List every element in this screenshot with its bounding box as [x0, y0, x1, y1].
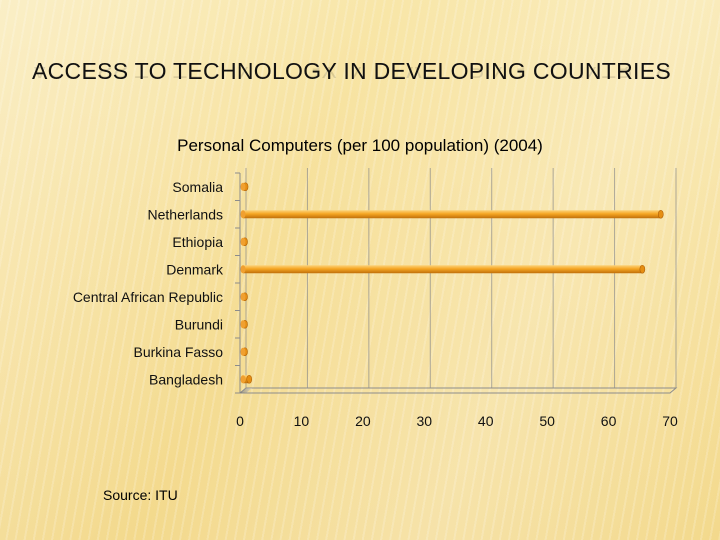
category-label: Burundi [175, 316, 223, 332]
bar-base-cap [240, 237, 246, 246]
bar-end-cap [639, 264, 646, 274]
bar-base-cap [240, 375, 246, 384]
x-tick-label: 30 [416, 413, 432, 429]
bar [243, 375, 250, 384]
bar-base-cap [240, 210, 246, 219]
gridlines [245, 168, 677, 388]
bar [243, 210, 661, 219]
x-tick-label: 20 [355, 413, 371, 429]
floor-shadow [240, 388, 252, 393]
x-tick-label: 40 [478, 413, 494, 429]
axes [235, 172, 678, 394]
bar-end-cap [657, 209, 664, 219]
source-note: Source: ITU [103, 487, 178, 503]
x-tick-label: 60 [601, 413, 617, 429]
category-label: Central African Republic [73, 289, 223, 305]
x-tick-label: 70 [662, 413, 678, 429]
bar [243, 265, 643, 274]
bar-base-cap [240, 292, 246, 301]
slide-title: ACCESS TO TECHNOLOGY IN DEVELOPING COUNT… [32, 58, 672, 84]
bar-end-cap [246, 374, 253, 384]
x-tick-label: 0 [236, 413, 244, 429]
chart-title: Personal Computers (per 100 population) … [177, 136, 543, 155]
bar-base-cap [240, 182, 246, 191]
category-label: Denmark [166, 261, 224, 277]
bar-base-cap [240, 320, 246, 329]
category-label: Bangladesh [149, 371, 223, 387]
bars [240, 182, 664, 384]
bar-base-cap [240, 347, 246, 356]
x-tick-label: 50 [539, 413, 555, 429]
category-label: Burkina Fasso [134, 344, 224, 360]
category-labels: Somalia Netherlands Ethiopia Denmark Central… [73, 179, 224, 388]
x-tick-label: 10 [294, 413, 310, 429]
x-axis-floor [238, 387, 678, 394]
category-label: Ethiopia [172, 234, 223, 250]
category-label: Netherlands [148, 206, 224, 222]
bar-base-cap [240, 265, 246, 274]
tick-labels: 0 10 20 30 40 50 60 70 [236, 413, 678, 429]
category-label: Somalia [172, 179, 223, 195]
